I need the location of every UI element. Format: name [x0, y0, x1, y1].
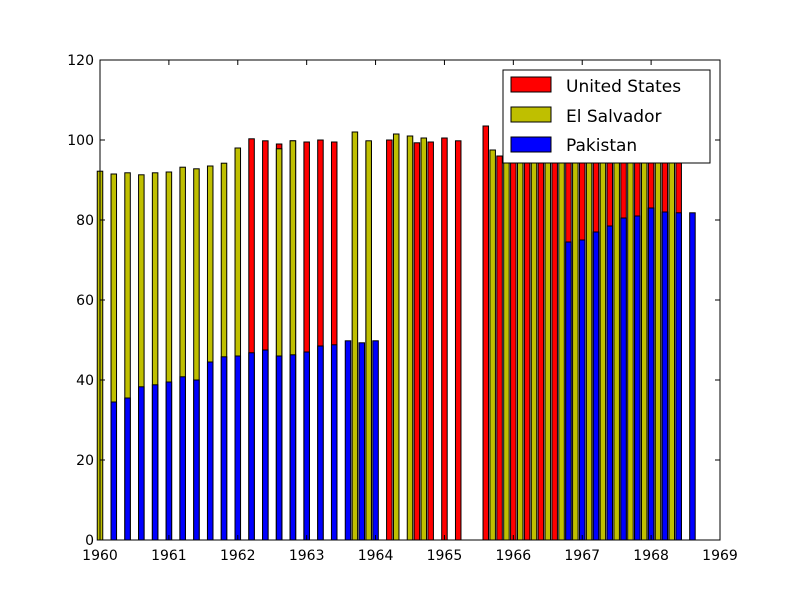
x-tick-label: 1960 [82, 548, 118, 564]
legend-swatch-united-states [510, 76, 552, 93]
bar-pakistan [110, 401, 118, 541]
y-tick-label: 120 [67, 53, 94, 69]
bar-pakistan [151, 384, 159, 541]
x-tick-label: 1967 [564, 548, 600, 564]
bar-el-salvador [599, 155, 607, 541]
x-tick-label: 1961 [151, 548, 187, 564]
bar-pakistan [248, 352, 255, 541]
bar-pakistan [289, 354, 297, 541]
bar-united-states [386, 139, 393, 541]
bar-pakistan [372, 340, 379, 541]
bar-pakistan [578, 239, 586, 541]
y-tick-label: 0 [85, 533, 94, 549]
bar-el-salvador [572, 155, 579, 541]
bar-pakistan [303, 351, 310, 541]
bar-el-salvador [585, 155, 593, 541]
bar-pakistan [193, 379, 200, 541]
x-tick-label: 1963 [289, 548, 325, 564]
bar-pakistan [634, 215, 641, 541]
x-tick-label: 1962 [220, 548, 256, 564]
x-tick-label: 1969 [702, 548, 738, 564]
bar-pakistan [317, 345, 324, 541]
bar-united-states [427, 141, 434, 541]
bar-united-states [454, 140, 462, 541]
bar-pakistan [606, 225, 614, 541]
bar-pakistan [661, 211, 669, 541]
bar-united-states [510, 155, 517, 541]
y-tick-label: 60 [76, 293, 94, 309]
legend: United States El Salvador Pakistan [502, 69, 711, 164]
bar-el-salvador [489, 149, 496, 541]
legend-swatch-pakistan [510, 136, 552, 153]
y-tick-label: 100 [67, 133, 94, 149]
bar-pakistan [592, 231, 600, 541]
legend-label-united-states: United States [566, 77, 681, 97]
bar-pakistan [234, 355, 242, 541]
x-tick-label: 1966 [496, 548, 532, 564]
bar-pakistan [675, 212, 682, 541]
bar-pakistan [620, 217, 627, 541]
bar-pakistan [689, 212, 696, 541]
bar-el-salvador [558, 155, 565, 541]
bar-pakistan [206, 361, 214, 541]
bar-pakistan [647, 207, 655, 541]
bar-pakistan [220, 356, 228, 541]
bar-pakistan [179, 376, 186, 541]
y-tick-label: 20 [76, 453, 94, 469]
x-tick-label: 1968 [633, 548, 669, 564]
bar-united-states [496, 155, 503, 541]
bar-el-salvador [406, 135, 414, 541]
bar-pakistan [275, 355, 283, 541]
bar-united-states [523, 155, 531, 541]
bar-united-states [537, 155, 545, 541]
bar-el-salvador [365, 140, 372, 541]
bar-pakistan [330, 344, 338, 541]
bar-pakistan [124, 397, 131, 541]
bar-pakistan [262, 349, 269, 541]
bar-el-salvador [420, 137, 428, 541]
bar-el-salvador [392, 133, 400, 541]
bars-layer [96, 125, 696, 541]
legend-label-el-salvador: El Salvador [566, 107, 661, 127]
legend-swatch-el-salvador [510, 106, 552, 123]
bar-el-salvador [668, 155, 676, 541]
tick-labels-layer: 1960 1961 1962 1963 1964 1965 1966 1967 1968 1969… [67, 53, 738, 564]
bar-el-salvador [530, 155, 538, 541]
bar-el-salvador [516, 155, 524, 541]
bar-united-states [551, 155, 558, 541]
bar-united-states [413, 142, 421, 541]
bar-united-states [441, 137, 448, 541]
bar-el-salvador [627, 155, 634, 541]
x-tick-label: 1965 [427, 548, 463, 564]
bar-pakistan [565, 241, 572, 541]
bar-el-salvador [654, 155, 662, 541]
legend-label-pakistan: Pakistan [566, 136, 637, 156]
bar-el-salvador [544, 155, 552, 541]
bar-pakistan [344, 340, 352, 541]
bar-united-states [482, 125, 490, 541]
bar-el-salvador [613, 155, 620, 541]
ticks-layer [99, 59, 721, 541]
x-tick-label: 1964 [358, 548, 394, 564]
bar-pakistan [138, 386, 145, 541]
bar-el-salvador [503, 155, 510, 541]
bar-el-salvador [351, 131, 359, 541]
bar-el-salvador [640, 155, 648, 541]
y-tick-label: 40 [76, 373, 94, 389]
bar-pakistan [165, 381, 173, 541]
y-tick-label: 80 [76, 213, 94, 229]
bar-pakistan [358, 342, 366, 541]
